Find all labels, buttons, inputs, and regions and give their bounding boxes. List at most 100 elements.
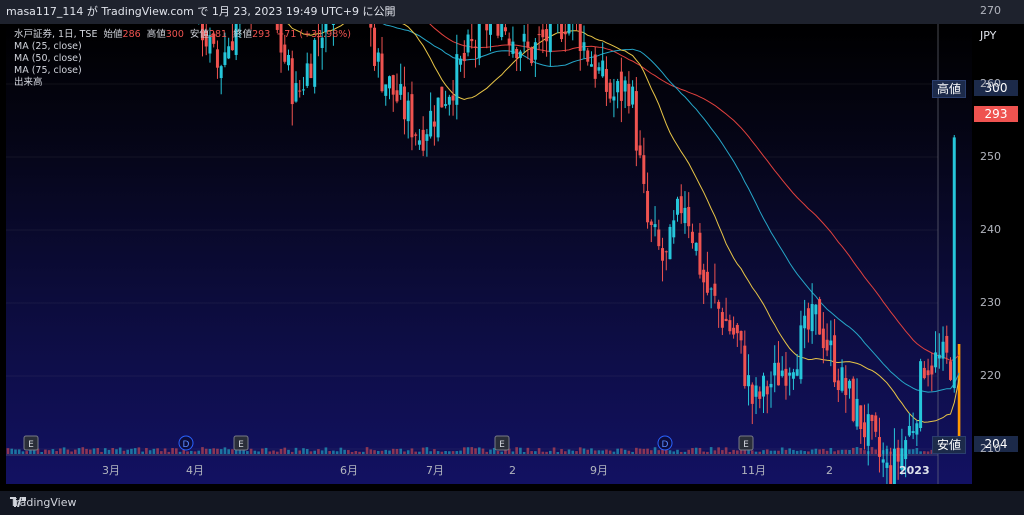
candle: [331, 24, 335, 46]
candle-body: [657, 229, 661, 247]
volume-bar: [354, 451, 358, 454]
candle-body: [922, 367, 926, 379]
candle-body: [432, 121, 436, 127]
candle: [414, 132, 418, 146]
candle: [219, 64, 223, 95]
volume-bar: [784, 449, 788, 454]
candle-body: [597, 67, 601, 71]
volume-bar: [264, 447, 268, 454]
chart-area[interactable]: E D E E D E 3月 4月 6月 7月 2 9月 11月 2 2023: [6, 24, 972, 484]
ma25-legend[interactable]: MA (25, close): [14, 41, 82, 52]
candle-body: [503, 27, 507, 32]
candle-body: [616, 81, 620, 93]
low-tag-label: 安値: [932, 436, 967, 454]
volume-bar: [567, 449, 571, 454]
ma50-legend[interactable]: MA (50, close): [14, 53, 82, 64]
candle-body: [709, 288, 713, 290]
volume-legend[interactable]: 出来高: [14, 77, 43, 88]
volume-bar: [582, 448, 586, 454]
candle: [791, 368, 795, 390]
earnings-marker: E: [494, 435, 510, 451]
brand[interactable]: TradingView: [10, 496, 76, 509]
candle-body: [934, 352, 938, 368]
candle-body: [612, 96, 616, 101]
volume-bar: [66, 449, 70, 454]
publish-header: masa117_114 が TradingView.com で 1月 23, 2…: [0, 0, 1024, 24]
candle-body: [604, 68, 608, 92]
candle: [287, 49, 291, 71]
candle-body: [646, 190, 650, 223]
candle: [200, 24, 204, 57]
candle-body: [690, 231, 694, 244]
candle-body: [776, 362, 780, 386]
volume-bar: [238, 448, 242, 454]
candle-body: [765, 386, 769, 395]
candle: [406, 92, 410, 139]
candle: [601, 42, 605, 78]
volume-bar: [201, 447, 204, 454]
candle-body: [833, 335, 837, 383]
candle: [877, 417, 881, 473]
candle-body: [788, 372, 792, 376]
candle-body: [896, 447, 900, 462]
volume-bar: [335, 451, 339, 454]
volume-bar: [350, 451, 354, 454]
volume-bar: [593, 450, 597, 454]
candle: [814, 304, 818, 335]
volume-bar: [96, 448, 100, 454]
volume-bar: [537, 448, 541, 454]
volume-bar: [530, 451, 533, 454]
candle: [743, 330, 747, 389]
volume-bar: [462, 447, 466, 454]
volume-bar: [829, 447, 833, 454]
candle-body: [301, 89, 305, 91]
candle-body: [219, 66, 223, 79]
volume-bar: [29, 448, 32, 454]
candle: [941, 326, 945, 371]
candle: [889, 447, 893, 484]
volume-bar: [234, 447, 238, 454]
y-tick-label: 260: [980, 77, 1001, 90]
high-tag-value: 300: [974, 80, 1018, 96]
volume-bar: [391, 448, 395, 454]
candle-body: [892, 448, 896, 484]
volume-bar: [840, 449, 844, 454]
candle-body: [402, 86, 406, 120]
volume-bar: [623, 449, 627, 454]
candle-body: [215, 49, 219, 68]
candlestick-chart[interactable]: E D E E D E 3月 4月 6月 7月 2 9月 11月 2 2023: [6, 24, 972, 484]
volume-bar: [320, 450, 324, 454]
volume-bar: [406, 450, 410, 454]
volume-bar: [403, 451, 406, 454]
candle: [840, 359, 844, 393]
candle-body: [223, 52, 227, 65]
volume-bar: [676, 449, 679, 454]
candle-body: [391, 75, 395, 95]
candle-body: [586, 50, 590, 62]
candle-body: [642, 155, 646, 184]
close-label: 終値: [233, 29, 253, 40]
volume-bar: [792, 449, 795, 454]
volume-bar: [541, 451, 545, 454]
candle-body: [870, 414, 874, 421]
candle: [825, 323, 829, 357]
candle: [440, 86, 444, 108]
candle-body: [537, 34, 541, 36]
volume-bar: [571, 450, 575, 454]
candle: [582, 25, 586, 59]
y-tick-label: 250: [980, 150, 1001, 163]
volume-bar: [380, 450, 384, 454]
candle-body: [279, 24, 283, 53]
candle-body: [601, 60, 605, 77]
candle: [765, 380, 769, 414]
candle: [821, 312, 825, 364]
candle-body: [747, 375, 751, 387]
candle-body: [410, 94, 414, 138]
y-tick-label: 240: [980, 223, 1001, 236]
ma75-legend[interactable]: MA (75, close): [14, 65, 82, 76]
volume-bar: [709, 447, 713, 454]
volume-bar: [470, 447, 474, 454]
candle: [702, 263, 706, 304]
candle-body: [728, 320, 732, 332]
candle: [198, 24, 200, 25]
